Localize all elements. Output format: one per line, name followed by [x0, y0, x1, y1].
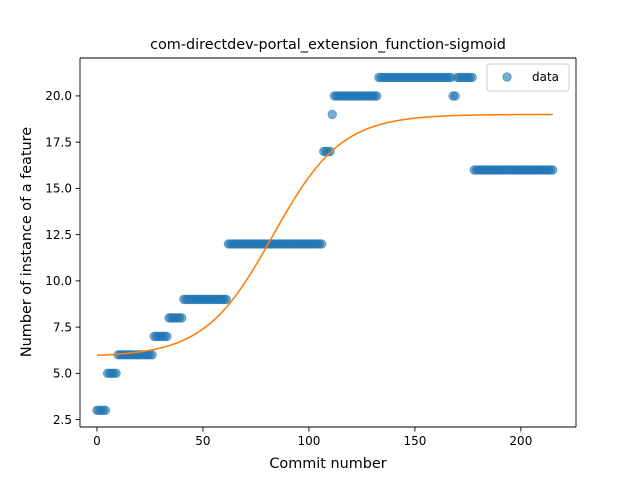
- y-tick-label: 7.5: [53, 320, 72, 334]
- y-tick-label: 2.5: [53, 413, 72, 427]
- data-point: [468, 73, 477, 82]
- y-tick-label: 17.5: [45, 135, 72, 149]
- x-tick-label: 150: [403, 434, 426, 448]
- y-tick-label: 15.0: [45, 182, 72, 196]
- y-tick-label: 5.0: [53, 367, 72, 381]
- y-tick-label: 12.5: [45, 228, 72, 242]
- legend-marker: [503, 73, 512, 82]
- y-tick-label: 10.0: [45, 274, 72, 288]
- chart-title: com-directdev-portal_extension_function-…: [150, 37, 506, 53]
- x-tick-label: 100: [297, 434, 320, 448]
- data-point: [177, 314, 186, 323]
- data-point: [451, 92, 460, 101]
- data-point: [163, 332, 172, 341]
- legend-label: data: [532, 70, 559, 84]
- data-point: [548, 166, 557, 175]
- data-point: [148, 351, 157, 360]
- x-tick-label: 50: [195, 434, 210, 448]
- data-point: [372, 92, 381, 101]
- legend: data: [487, 64, 569, 91]
- x-tick-label: 0: [93, 434, 101, 448]
- data-point: [326, 147, 335, 156]
- data-point: [101, 406, 110, 415]
- data-point: [222, 295, 231, 304]
- y-tick-label: 20.0: [45, 89, 72, 103]
- data-point: [112, 369, 121, 378]
- x-tick-label: 200: [509, 434, 532, 448]
- x-axis-label: Commit number: [269, 456, 386, 472]
- data-point: [328, 110, 337, 119]
- data-point: [317, 240, 326, 249]
- y-axis-label: Number of instance of a feature: [19, 127, 35, 357]
